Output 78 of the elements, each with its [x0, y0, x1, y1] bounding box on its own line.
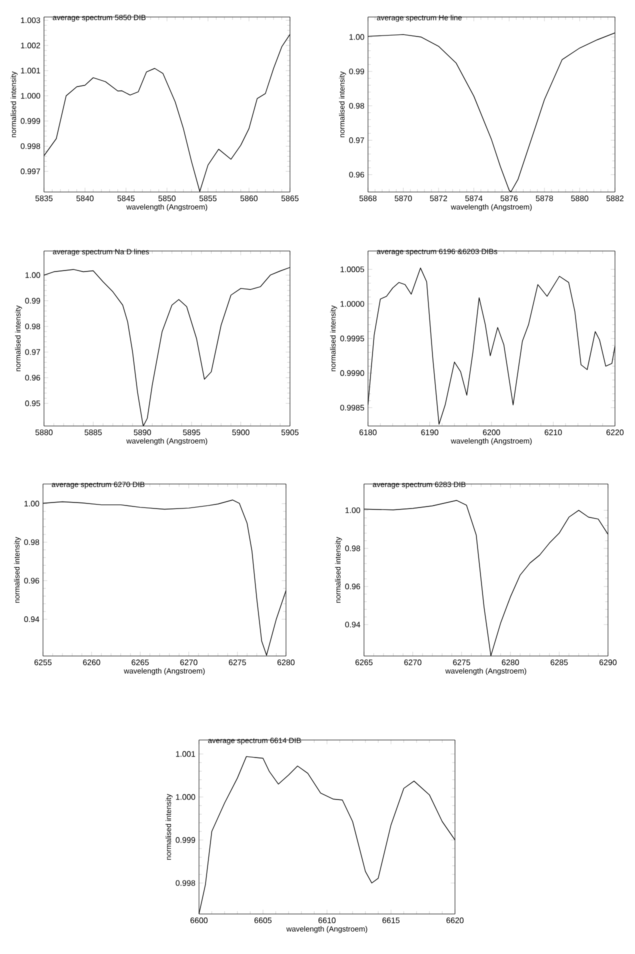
x-tick-label: 6265	[132, 660, 149, 666]
y-tick-label: 0.96	[24, 578, 40, 584]
y-tick-label: 1.0000	[340, 301, 364, 307]
x-tick-label: 5835	[35, 196, 53, 202]
y-tick-label: 0.98	[24, 539, 40, 545]
x-tick-label: 6180	[360, 430, 377, 436]
y-tick-label: 0.998	[20, 143, 40, 150]
x-tick-label: 6220	[606, 430, 624, 436]
x-tick-label: 5850	[158, 196, 176, 202]
y-tick-label: 0.99	[349, 68, 364, 74]
x-tick-label: 5870	[394, 196, 412, 202]
x-tick-label: 5885	[84, 430, 102, 436]
x-tick-label: 5840	[76, 196, 94, 202]
x-tick-label: 5878	[536, 196, 553, 202]
x-tick-label: 6605	[254, 918, 272, 924]
y-tick-label: 0.95	[25, 400, 40, 406]
x-tick-label: 5845	[117, 196, 135, 202]
x-tick-label: 6290	[600, 660, 617, 666]
x-tick-label: 6610	[318, 918, 336, 924]
x-tick-label: 5865	[281, 196, 299, 202]
x-tick-label: 5905	[281, 430, 299, 436]
x-tick-label: 6275	[453, 660, 470, 666]
y-tick-label: 1.0005	[340, 266, 364, 272]
y-tick-label: 0.98	[349, 102, 364, 109]
x-tick-label: 5880	[35, 430, 53, 436]
y-tick-label: 1.00	[350, 34, 364, 40]
y-tick-label: 0.9995	[340, 336, 364, 342]
y-tick-label: 0.98	[25, 324, 40, 330]
x-tick-label: 5882	[606, 196, 624, 202]
x-tick-label: 6280	[502, 660, 519, 666]
y-tick-label: 0.94	[24, 616, 40, 622]
x-tick-label: 5872	[430, 196, 448, 202]
x-tick-label: 5880	[571, 196, 588, 202]
x-tick-label: 5895	[183, 430, 200, 436]
x-tick-label: 5890	[134, 430, 151, 436]
y-tick-label: 0.94	[345, 622, 360, 628]
x-tick-label: 6260	[83, 660, 100, 666]
y-tick-label: 1.002	[21, 42, 40, 48]
y-tick-label: 0.96	[25, 374, 40, 381]
y-tick-label: 1.00	[24, 500, 40, 506]
y-tick-label: 0.9985	[340, 404, 364, 410]
y-tick-label: 0.997	[20, 168, 40, 174]
y-tick-label: 0.998	[176, 880, 196, 886]
x-tick-label: 6190	[421, 430, 438, 436]
x-tick-label: 6200	[483, 430, 500, 436]
y-tick-label: 1.003	[21, 17, 40, 24]
x-tick-label: 5900	[232, 430, 250, 436]
x-tick-label: 6255	[34, 660, 52, 666]
y-tick-label: 0.9990	[340, 370, 364, 376]
x-tick-label: 6600	[190, 918, 208, 924]
x-tick-label: 6280	[278, 660, 295, 666]
y-tick-label: 0.96	[349, 172, 364, 178]
y-tick-label: 1.00	[26, 272, 40, 278]
x-tick-label: 6265	[356, 660, 373, 666]
x-tick-label: 6615	[382, 918, 400, 924]
y-tick-label: 1.00	[346, 507, 360, 514]
y-tick-label: 1.000	[21, 92, 40, 99]
y-tick-label: 1.001	[21, 68, 40, 74]
y-tick-label: 1.001	[176, 751, 196, 757]
x-tick-label: 6275	[228, 660, 246, 666]
x-tick-label: 5874	[465, 196, 483, 202]
x-tick-label: 5855	[199, 196, 217, 202]
x-tick-label: 6210	[544, 430, 562, 436]
y-tick-label: 0.999	[20, 118, 40, 124]
x-tick-label: 6620	[446, 918, 464, 924]
x-tick-label: 5868	[359, 196, 377, 202]
y-tick-label: 0.999	[176, 837, 196, 843]
y-tick-label: 0.99	[25, 298, 40, 304]
x-tick-label: 6285	[550, 660, 568, 666]
y-tick-label: 0.98	[345, 546, 360, 552]
y-tick-label: 0.97	[349, 137, 364, 144]
y-tick-label: 0.97	[25, 349, 40, 355]
x-tick-label: 6270	[180, 660, 198, 666]
y-tick-label: 0.96	[345, 584, 360, 590]
x-tick-label: 5860	[240, 196, 258, 202]
x-tick-label: 5876	[500, 196, 518, 202]
x-tick-label: 6270	[404, 660, 422, 666]
y-tick-label: 1.000	[176, 794, 196, 800]
